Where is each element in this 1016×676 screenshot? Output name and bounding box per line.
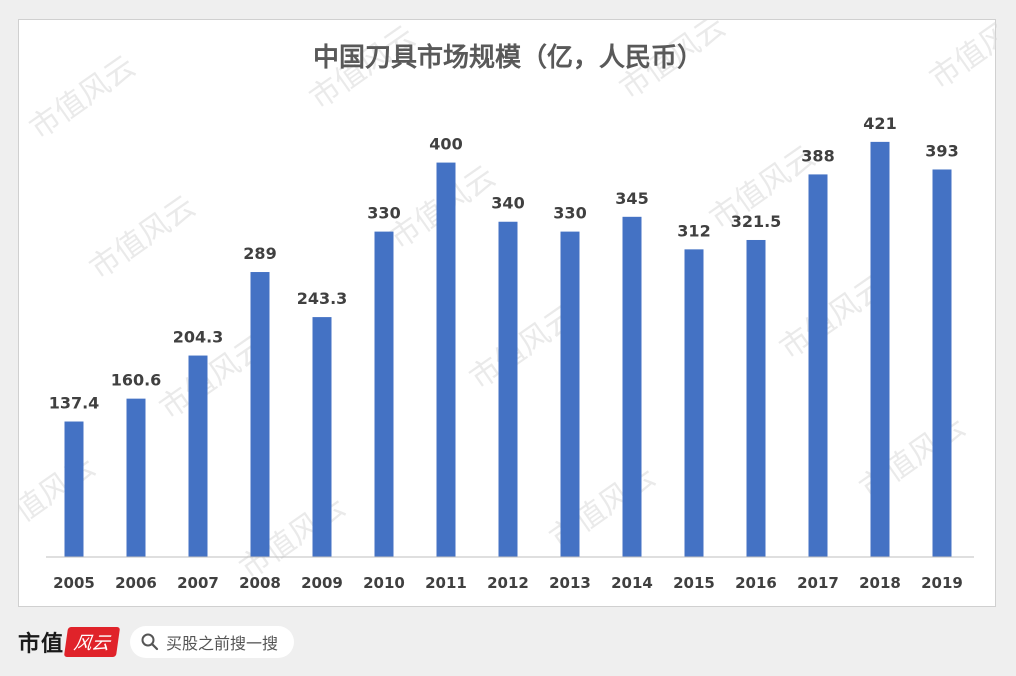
x-tick-label-2019: 2019 bbox=[921, 574, 963, 592]
data-label-2009: 243.3 bbox=[297, 289, 348, 308]
bars-group bbox=[64, 141, 952, 558]
data-label-2010: 330 bbox=[367, 204, 400, 223]
search-box[interactable]: 买股之前搜一搜 bbox=[130, 626, 295, 658]
bar-2006 bbox=[126, 398, 146, 557]
chart-title: 中国刀具市场规模（亿，人民币） bbox=[313, 42, 703, 73]
bar-2011 bbox=[436, 162, 456, 557]
data-label-2018: 421 bbox=[863, 114, 896, 133]
data-label-2014: 345 bbox=[615, 189, 648, 208]
watermark-text: 市值风云 bbox=[84, 189, 202, 286]
watermark-text: 市值风云 bbox=[924, 20, 997, 97]
search-placeholder: 买股之前搜一搜 bbox=[166, 634, 279, 653]
data-label-2012: 340 bbox=[491, 194, 524, 213]
bar-2010 bbox=[374, 231, 394, 557]
data-label-2013: 330 bbox=[553, 204, 586, 223]
x-tick-label-2008: 2008 bbox=[239, 574, 281, 592]
data-label-2005: 137.4 bbox=[49, 394, 100, 413]
x-tick-label-2013: 2013 bbox=[549, 574, 591, 592]
data-label-2019: 393 bbox=[925, 141, 958, 160]
bar-2007 bbox=[188, 355, 208, 557]
x-tick-label-2005: 2005 bbox=[53, 574, 95, 592]
x-tick-label-2015: 2015 bbox=[673, 574, 715, 592]
data-label-2015: 312 bbox=[677, 221, 710, 240]
bar-2015 bbox=[684, 249, 704, 557]
bar-2018 bbox=[870, 141, 890, 557]
footer-bar: 市值 风云 买股之前搜一搜 bbox=[18, 622, 418, 662]
search-icon bbox=[141, 633, 159, 651]
data-label-2006: 160.6 bbox=[111, 371, 162, 390]
x-tick-label-2012: 2012 bbox=[487, 574, 529, 592]
bar-2016 bbox=[746, 239, 766, 557]
x-tick-label-2017: 2017 bbox=[797, 574, 839, 592]
bar-2014 bbox=[622, 216, 642, 557]
x-tick-label-2011: 2011 bbox=[425, 574, 467, 592]
brand-logo-text: 市值 bbox=[18, 631, 65, 657]
brand-logo-seal: 风云 bbox=[63, 627, 121, 657]
bar-2013 bbox=[560, 231, 580, 557]
watermark-text: 市值风云 bbox=[24, 49, 142, 146]
x-tick-label-2010: 2010 bbox=[363, 574, 405, 592]
data-label-2008: 289 bbox=[243, 244, 276, 263]
bar-2012 bbox=[498, 221, 518, 557]
x-tick-label-2018: 2018 bbox=[859, 574, 901, 592]
x-tick-label-2014: 2014 bbox=[611, 574, 653, 592]
x-tick-label-2006: 2006 bbox=[115, 574, 157, 592]
bar-2005 bbox=[64, 421, 84, 557]
bar-2019 bbox=[932, 169, 952, 558]
data-label-2011: 400 bbox=[429, 135, 462, 154]
chart-card: 市值风云 市值风云 市值风云 市值风云 市值风云 市值风云 市值风云 市值风云 市值风云 市值风云… bbox=[18, 19, 997, 607]
watermark-text: 市值风云 bbox=[19, 449, 102, 546]
data-label-2016: 321.5 bbox=[731, 212, 782, 231]
x-tick-label-2009: 2009 bbox=[301, 574, 343, 592]
data-label-2007: 204.3 bbox=[173, 328, 224, 347]
bar-2008 bbox=[250, 272, 270, 557]
bar-2009 bbox=[312, 317, 332, 557]
x-tick-label-2016: 2016 bbox=[735, 574, 777, 592]
labels-group: 137.4 2005 160.6 2006 204.3 2007 289 2008 243.3 2… bbox=[49, 114, 963, 592]
bar-2017 bbox=[808, 174, 828, 558]
x-tick-label-2007: 2007 bbox=[177, 574, 219, 592]
data-label-2017: 388 bbox=[801, 146, 834, 165]
